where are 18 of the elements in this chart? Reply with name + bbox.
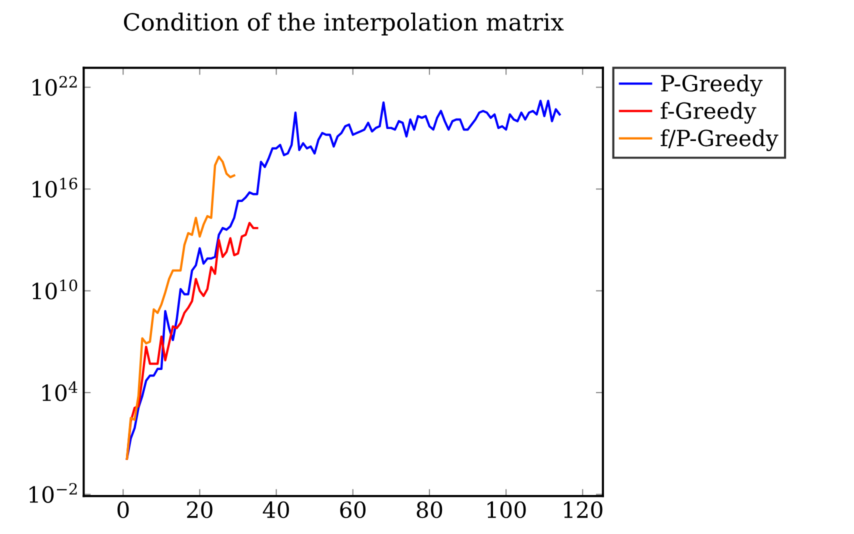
x-tick-label: 60 <box>340 501 366 518</box>
y-tick-label: 10$^{22}$ <box>32 76 77 96</box>
y-tick-label: 10$^{16}$ <box>32 178 78 198</box>
x-tick-label: 40 <box>262 501 289 518</box>
chart-title: Condition of the interpolation matrix <box>124 12 564 36</box>
y-tick-label: 10$^{−2}$ <box>30 483 77 503</box>
line-series <box>126 100 561 460</box>
legend-label: f/P-Greedy <box>660 129 778 152</box>
y-tick-label: 10$^{10}$ <box>32 279 78 300</box>
x-tick-label: 100 <box>488 501 526 518</box>
y-tick-label: 10$^{4}$ <box>42 381 78 402</box>
x-tick-label: 0 <box>118 501 129 518</box>
legend-label: P-Greedy <box>661 74 763 96</box>
x-tick-label: 80 <box>416 501 442 518</box>
x-tick-label: 20 <box>187 501 212 518</box>
x-tick-label: 120 <box>564 501 602 518</box>
line-series <box>126 156 236 460</box>
legend-label: f-Greedy <box>660 102 756 124</box>
